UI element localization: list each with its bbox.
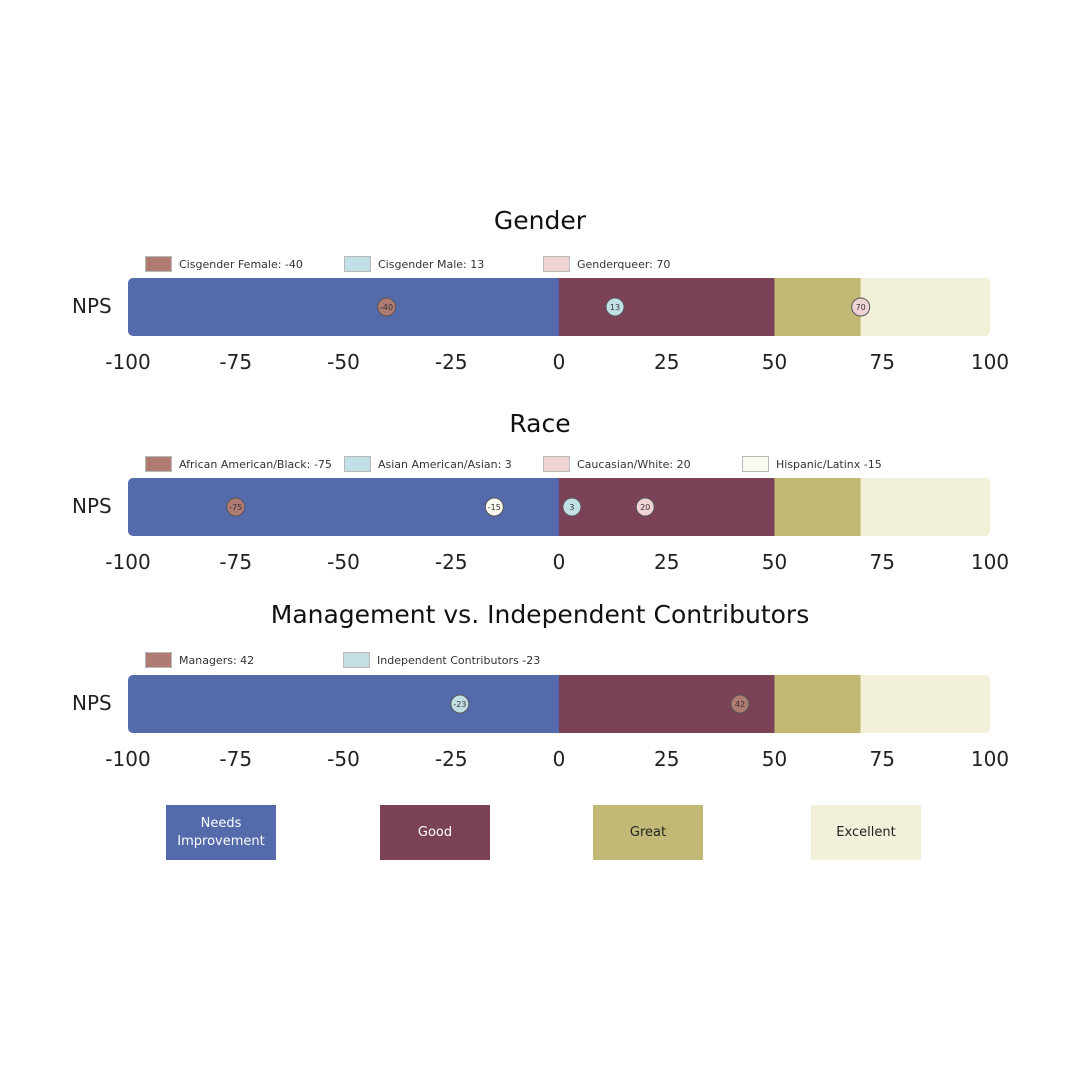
panel-title: Gender: [493, 206, 587, 235]
tick-label: -100: [105, 550, 150, 574]
band-segment: [860, 278, 990, 336]
legend-entry: Cisgender Male: 13: [344, 255, 484, 273]
tick-label: -25: [435, 747, 468, 771]
legend-swatch: [344, 256, 371, 272]
tick-label: 25: [654, 550, 679, 574]
legend-swatch: [343, 652, 370, 668]
legend-swatch: [344, 456, 371, 472]
key-box: Excellent: [811, 805, 921, 860]
data-label: 70: [856, 303, 866, 312]
tick-label: 75: [870, 550, 895, 574]
tick-label: 25: [654, 350, 679, 374]
band-segment: [128, 675, 559, 733]
legend-label: African American/Black: -75: [179, 457, 332, 471]
band-segment: [128, 278, 559, 336]
band-segment: [774, 278, 861, 336]
legend-entry: Managers: 42: [145, 651, 254, 669]
tick-label: 25: [654, 747, 679, 771]
legend-label: Hispanic/Latinx -15: [776, 457, 882, 471]
tick-label: -25: [435, 550, 468, 574]
data-label: 13: [610, 303, 620, 312]
key-label: Great: [629, 824, 667, 840]
row-label: NPS: [72, 294, 112, 318]
legend-label: Caucasian/White: 20: [577, 457, 691, 471]
tick-label: -100: [105, 747, 150, 771]
panel-title: Management vs. Independent Contributors: [270, 600, 810, 629]
tick-label: 0: [553, 550, 566, 574]
tick-label: 100: [971, 550, 1009, 574]
band-segment: [774, 675, 861, 733]
tick-label: 75: [870, 747, 895, 771]
key-box: Great: [593, 805, 703, 860]
tick-label: -25: [435, 350, 468, 374]
legend-entry: Independent Contributors -23: [343, 651, 540, 669]
data-label: -75: [229, 503, 242, 512]
row-label: NPS: [72, 494, 112, 518]
tick-label: -75: [219, 747, 252, 771]
tick-label: 50: [762, 550, 787, 574]
data-point: [450, 694, 470, 714]
tick-label: 50: [762, 350, 787, 374]
legend-swatch: [145, 256, 172, 272]
legend-entry: African American/Black: -75: [145, 455, 332, 473]
legend-label: Cisgender Female: -40: [179, 257, 303, 271]
nps-scale: -100 -75 -50 -25 0 25 50 75 100 -75 3 20 -15: [105, 478, 1009, 574]
legend-entry: Hispanic/Latinx -15: [742, 455, 882, 473]
tick-label: -50: [327, 747, 360, 771]
data-point: [635, 497, 655, 517]
data-label: 42: [735, 700, 745, 709]
data-point: [851, 297, 871, 317]
legend-label: Genderqueer: 70: [577, 257, 671, 271]
tick-label: 0: [553, 350, 566, 374]
key-label: Excellent: [836, 824, 896, 840]
panel-title: Race: [509, 409, 571, 438]
legend-swatch: [543, 456, 570, 472]
key-box: Needs Improvement: [166, 805, 276, 860]
band-segment: [559, 278, 775, 336]
data-label: 3: [569, 503, 574, 512]
tick-label: 100: [971, 350, 1009, 374]
key-box: Good: [380, 805, 490, 860]
legend-entry: Genderqueer: 70: [543, 255, 670, 273]
row-label: NPS: [72, 691, 112, 715]
tick-label: 0: [553, 747, 566, 771]
data-label: -15: [488, 503, 501, 512]
tick-label: -50: [327, 550, 360, 574]
legend-label: Asian American/Asian: 3: [378, 457, 512, 471]
legend-swatch: [543, 256, 570, 272]
tick-label: -100: [105, 350, 150, 374]
nps-scale: -100 -75 -50 -25 0 25 50 75 100 -40 13 70: [105, 278, 1009, 374]
tick-label: 100: [971, 747, 1009, 771]
band-segment: [559, 478, 775, 536]
legend-entry: Asian American/Asian: 3: [344, 455, 512, 473]
legend-label: Managers: 42: [179, 653, 255, 667]
data-point: [605, 297, 625, 317]
tick-label: 50: [762, 747, 787, 771]
legend-label: Independent Contributors -23: [377, 653, 541, 667]
key-label: Needs Improvement: [177, 815, 265, 849]
data-point: [562, 497, 582, 517]
band-segment: [774, 478, 861, 536]
data-label: -23: [453, 700, 466, 709]
legend-entry: Cisgender Female: -40: [145, 255, 303, 273]
nps-scale: -100 -75 -50 -25 0 25 50 75 100 42 -23: [105, 675, 1009, 771]
data-point: [377, 297, 397, 317]
legend-entry: Caucasian/White: 20: [543, 455, 691, 473]
data-point: [730, 694, 750, 714]
legend-swatch: [742, 456, 769, 472]
data-point: [226, 497, 246, 517]
data-point: [484, 497, 504, 517]
data-label: 20: [640, 503, 650, 512]
legend-swatch: [145, 652, 172, 668]
band-segment: [860, 478, 990, 536]
legend-label: Cisgender Male: 13: [378, 257, 485, 271]
tick-label: -50: [327, 350, 360, 374]
legend-swatch: [145, 456, 172, 472]
band-segment: [860, 675, 990, 733]
tick-label: -75: [219, 350, 252, 374]
data-label: -40: [380, 303, 393, 312]
tick-label: -75: [219, 550, 252, 574]
key-label: Good: [417, 824, 453, 840]
tick-label: 75: [870, 350, 895, 374]
